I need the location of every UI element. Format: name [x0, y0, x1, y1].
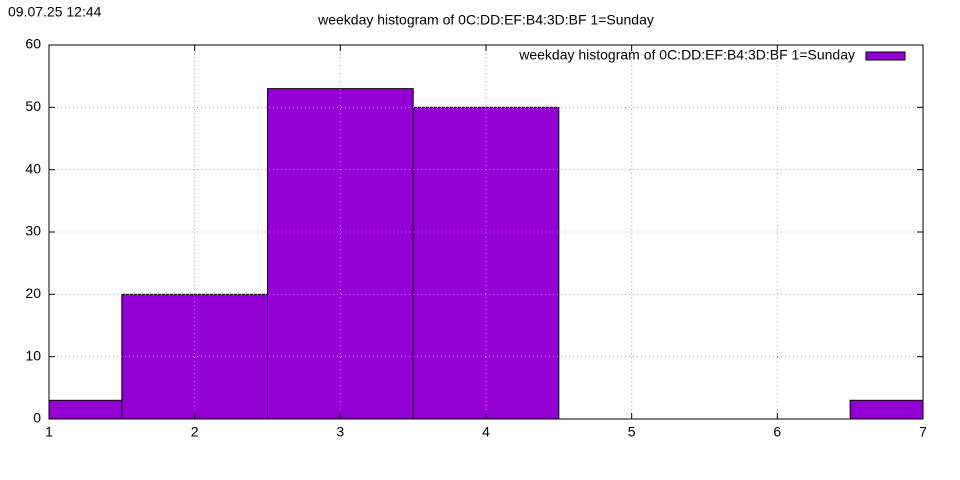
chart-title: weekday histogram of 0C:DD:EF:B4:3D:BF 1… — [317, 12, 654, 28]
timestamp: 09.07.25 12:44 — [8, 4, 102, 20]
x-tick-label: 2 — [191, 424, 199, 440]
y-tick-label: 40 — [25, 160, 41, 176]
y-tick-label: 0 — [33, 410, 41, 426]
legend-swatch — [865, 51, 906, 61]
y-tick-label: 30 — [25, 223, 41, 239]
legend-label: weekday histogram of 0C:DD:EF:B4:3D:BF 1… — [518, 47, 855, 63]
y-tick-label: 50 — [25, 98, 41, 114]
y-tick-label: 10 — [25, 347, 41, 363]
y-tick-label: 20 — [25, 285, 41, 301]
x-tick-label: 6 — [773, 424, 781, 440]
x-tick-label: 5 — [628, 424, 636, 440]
bar — [849, 399, 923, 419]
x-tick-label: 7 — [919, 424, 927, 440]
bar — [412, 106, 560, 419]
x-tick-label: 1 — [45, 424, 53, 440]
bar — [121, 293, 269, 419]
x-tick-label: 4 — [482, 424, 490, 440]
y-tick-label: 60 — [25, 36, 41, 52]
plot-border — [48, 44, 924, 420]
x-tick-label: 3 — [336, 424, 344, 440]
